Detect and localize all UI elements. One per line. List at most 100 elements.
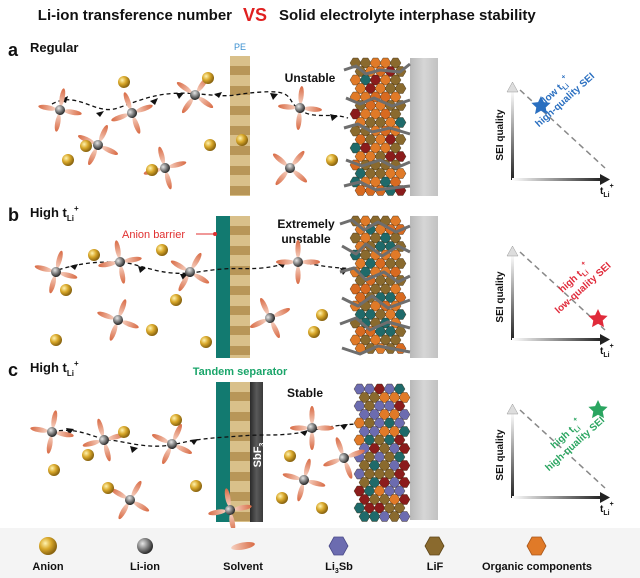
sei-crack — [339, 218, 411, 234]
sei-hexagon — [394, 83, 407, 94]
solvent-ellipse-icon — [347, 449, 365, 458]
sei-hexagon — [394, 309, 407, 320]
electrode-c — [410, 380, 438, 520]
flow-arrow-icon — [340, 424, 348, 430]
legend-lif-label: LiF — [427, 561, 444, 573]
li-ion-sphere-icon — [115, 257, 125, 267]
solvent-ellipse-icon — [224, 488, 231, 507]
x-axis-label: tLi+ — [600, 501, 614, 517]
solvent-ellipse-icon — [59, 88, 66, 107]
anion-sphere-icon — [202, 72, 214, 84]
solvent-ellipse-icon — [298, 86, 304, 105]
solvent-ellipse-icon — [303, 458, 311, 477]
x-axis-arrow — [512, 496, 602, 499]
flow-arrow-icon — [96, 111, 104, 117]
solvated-li-ion — [208, 488, 252, 532]
chart-a-annotation-sup: + — [560, 73, 568, 81]
y-axis-label: SEI quality — [495, 429, 506, 481]
li-ion-sphere-icon — [51, 267, 61, 277]
panel-b-stability-line2: unstable — [281, 232, 331, 246]
li-ion-sphere-icon — [160, 163, 170, 173]
solvent-ellipse-icon — [30, 426, 49, 433]
sei-hexagon — [398, 443, 411, 454]
sei-hexagon — [398, 494, 411, 505]
title-right: Solid electrolyte interphase stability — [279, 7, 536, 24]
anion-sphere-icon — [80, 140, 92, 152]
flow-arrow-icon — [190, 439, 198, 445]
pe-separator-b — [230, 216, 250, 358]
solvent-ellipse-icon — [132, 116, 141, 134]
li-ion-sphere-icon — [225, 505, 235, 515]
solvent-ellipse-icon — [119, 265, 126, 284]
solvent-ellipse-icon — [49, 275, 57, 294]
solvent-ellipse-icon — [260, 297, 269, 315]
anion-sphere-icon — [326, 154, 338, 166]
legend-li3sb-label: Li3Sb — [325, 561, 353, 575]
solvent-ellipse-icon — [303, 106, 322, 112]
panel-c-stability: Stable — [287, 386, 323, 400]
solvent-ellipse-icon — [54, 113, 61, 132]
chart-a-annotation-sub: Li — [562, 83, 571, 92]
solvent-ellipse-icon — [170, 260, 187, 271]
solvent-ellipse-icon — [101, 146, 119, 155]
solvent-ellipse-icon — [46, 435, 53, 454]
solvent-ellipse-icon — [88, 148, 97, 166]
x-axis-label-text: t — [600, 504, 604, 515]
sei-hexagon — [398, 460, 411, 471]
sbf3-label-text: SbF — [252, 446, 264, 467]
solvent-ellipse-icon — [335, 437, 344, 455]
panel-b: Anion barrier Extremely unstable — [51, 215, 438, 358]
panel-b-stability-line1: Extremely — [277, 217, 335, 231]
panel-a-heading: Regular — [30, 40, 78, 55]
solvent-ellipse-icon — [173, 423, 182, 441]
li-ion-sphere-icon — [125, 495, 135, 505]
sbf3-label-sub: 3 — [259, 443, 266, 447]
li-ion-pathway — [51, 260, 363, 274]
solvent-ellipse-icon — [290, 425, 308, 431]
sei-layer-a — [343, 57, 411, 196]
solvent-ellipse-icon — [97, 311, 115, 320]
sei-crack — [343, 122, 411, 136]
y-axis-arrow-head-icon — [506, 81, 519, 93]
pe-label: PE — [234, 42, 246, 52]
solvent-ellipse-icon — [233, 504, 252, 511]
anion-sphere-icon — [170, 294, 182, 306]
solvent-ellipse-icon — [175, 445, 193, 454]
y-axis-arrow — [511, 412, 514, 498]
panel-c-heading-sup: + — [74, 359, 79, 368]
solvent-ellipse-icon — [111, 113, 129, 122]
li-ion-sphere-icon — [285, 163, 295, 173]
li-ion-sphere-icon — [137, 538, 153, 554]
li-ion-sphere-icon — [185, 267, 195, 277]
solvent-ellipse-icon — [38, 104, 57, 111]
sei-hexagon — [394, 168, 407, 179]
li-ion-sphere-icon — [93, 140, 103, 150]
li-ion-sphere-icon — [265, 313, 275, 323]
flow-arrow-icon — [180, 274, 188, 280]
anion-sphere-icon — [118, 426, 130, 438]
x-axis-label: tLi+ — [600, 343, 614, 359]
anion-sphere-icon — [200, 336, 212, 348]
sbf3-layer — [250, 382, 263, 522]
star-icon — [531, 96, 551, 115]
solvent-ellipse-icon — [118, 503, 129, 520]
anion-barrier-pointer-dot — [213, 232, 217, 236]
anion-barrier-label: Anion barrier — [122, 229, 185, 241]
legend: Anion Li-ion Solvent Li3Sb LiF Organic c… — [32, 536, 592, 575]
li-ion-sphere-icon — [339, 453, 349, 463]
solvent-ellipse-icon — [162, 447, 171, 465]
solvent-ellipse-icon — [99, 124, 108, 142]
legend-anion-label: Anion — [32, 561, 63, 573]
solvent-ellipse-icon — [229, 513, 236, 532]
anion-sphere-icon — [62, 154, 74, 166]
sei-layer-b — [339, 215, 411, 356]
solvent-ellipse-icon — [193, 273, 210, 284]
solvated-li-ion — [290, 406, 334, 450]
anion-sphere-icon — [60, 284, 72, 296]
panel-c: Tandem separator SbF3 Stable — [51, 366, 438, 522]
sei-hexagon — [394, 117, 407, 128]
x-axis-label: tLi+ — [600, 183, 614, 199]
panel-c-heading-sub: Li — [67, 369, 74, 378]
li-ion-sphere-icon — [113, 315, 123, 325]
solvent-ellipse-icon — [296, 111, 302, 130]
